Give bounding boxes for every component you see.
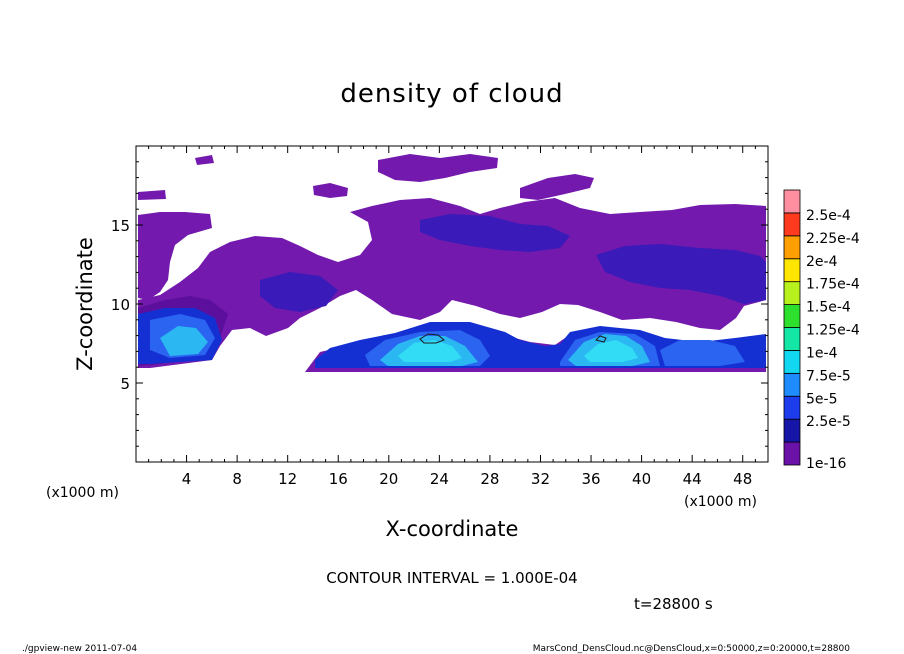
y-tick-label: 10 [111, 296, 130, 314]
cloud-patch-small-mid [313, 183, 348, 198]
footer-command: ./gpview-new 2011-07-04 [22, 644, 137, 654]
x-tick-label: 4 [182, 470, 192, 488]
cloud-peak-center-core [398, 340, 462, 362]
colorbar-label: 7.5e-5 [806, 368, 851, 384]
colorbar-label: 5e-5 [806, 391, 837, 407]
y-tick-label: 5 [120, 375, 130, 393]
x-tick-label: 20 [379, 470, 398, 488]
colorbar-swatch [783, 304, 801, 328]
x-tick-label: 40 [632, 470, 651, 488]
chart-title: density of cloud [340, 79, 563, 109]
cloud-density-field [138, 154, 766, 372]
x-tick-label: 24 [430, 470, 449, 488]
x-tick-label: 12 [278, 470, 297, 488]
x-tick-label: 28 [480, 470, 499, 488]
contour-interval-note: CONTOUR INTERVAL = 1.000E-04 [326, 569, 577, 587]
colorbar-label: 1.75e-4 [806, 277, 860, 293]
contour-line-right [595, 335, 607, 343]
cloud-deck-inner-mid [260, 272, 338, 312]
x-unit-label-left: (x1000 m) [46, 485, 119, 501]
colorbar-label: 2e-4 [806, 254, 838, 270]
x-tick-label: 32 [531, 470, 550, 488]
colorbar-swatch [783, 212, 801, 237]
colorbar-label: 1.25e-4 [806, 323, 860, 339]
cloud-patch-top-right [520, 174, 594, 200]
x-axis-label: X-coordinate [386, 517, 519, 541]
cloud-patch-top-center [378, 154, 498, 182]
colorbar-label: 2.5e-5 [806, 414, 851, 430]
colorbar-label: 1e-4 [806, 345, 838, 361]
colorbar-swatch [783, 281, 801, 305]
time-label: t=28800 s [634, 595, 713, 613]
cloud-peak-right-core [584, 340, 638, 362]
y-axis-ticks: 5 10 15 [111, 161, 768, 447]
x-tick-label: 36 [581, 470, 600, 488]
colorbar-swatch [783, 418, 801, 443]
colorbar-swatch [783, 350, 801, 374]
x-axis-ticks: 4 8 12 16 20 24 28 32 36 40 44 48 [148, 146, 756, 488]
colorbar-swatch [783, 235, 801, 260]
colorbar-label: 1e-16 [806, 456, 846, 472]
x-tick-label: 44 [683, 470, 702, 488]
colorbar-swatch [783, 372, 801, 397]
colorbar-swatch [783, 395, 801, 420]
colorbar-label: 2.5e-4 [806, 208, 851, 224]
colorbar-swatch [783, 189, 801, 214]
colorbar-swatch [783, 258, 801, 283]
footer-file-info: MarsCond_DensCloud.nc@DensCloud,x=0:5000… [533, 644, 850, 654]
colorbar-label: 2.25e-4 [806, 231, 860, 247]
colorbar: 1e-16 2.5e-5 5e-5 7.5e-5 1e-4 1.25e-4 1.5e-4 1.… [783, 189, 860, 472]
colorbar-swatch [783, 441, 801, 466]
x-unit-label-right: (x1000 m) [684, 494, 757, 510]
contour-line-center [419, 333, 445, 344]
cloud-patch-top-left [138, 190, 166, 200]
cloud-deck-outer [138, 212, 212, 300]
cloud-patch-top-small [195, 155, 214, 165]
y-tick-label: 15 [111, 217, 130, 235]
cloud-peak-left [160, 326, 208, 356]
colorbar-swatch [783, 327, 801, 351]
x-tick-label: 16 [329, 470, 348, 488]
cloud-deck-main [138, 198, 766, 368]
x-tick-label: 48 [733, 470, 752, 488]
colorbar-label: 1.5e-4 [806, 300, 851, 316]
y-axis-label: Z-coordinate [73, 237, 97, 371]
cloud-deck-inner-right [596, 244, 766, 304]
cloud-deck-inner-center [420, 214, 570, 252]
cloud-core-far-right [660, 340, 745, 366]
x-tick-label: 8 [232, 470, 242, 488]
